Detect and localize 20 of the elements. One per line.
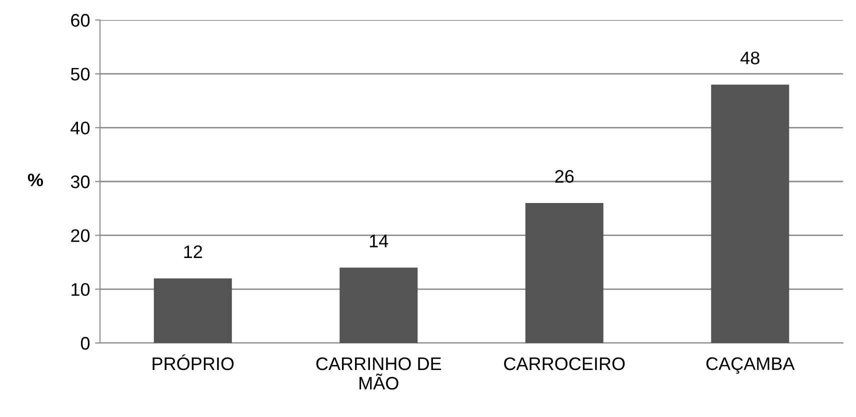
data-label: 26 <box>555 170 574 183</box>
bar <box>525 203 604 343</box>
y-tick-label: 0 <box>80 336 90 350</box>
y-axis-title: % <box>28 174 44 186</box>
bar <box>711 84 790 343</box>
x-tick-label: PRÓPRIO <box>152 354 234 370</box>
y-tick-label: 30 <box>70 175 90 188</box>
data-label: 48 <box>740 52 760 64</box>
bar <box>154 278 232 343</box>
data-label: 12 <box>184 245 202 258</box>
x-tick-label: CARROCEIRO <box>504 357 625 370</box>
y-tick-label: 60 <box>71 14 90 27</box>
y-tick-label: 40 <box>70 122 90 134</box>
bar <box>340 268 418 343</box>
y-tick-label: 10 <box>72 283 90 296</box>
y-tick-label: 20 <box>71 229 90 242</box>
x-tick-label: CAÇAMBA <box>706 357 795 374</box>
x-tick-label: CARRINHO DE MÃO <box>316 357 442 390</box>
data-label: 14 <box>370 234 388 248</box>
y-tick-label: 50 <box>70 68 90 81</box>
